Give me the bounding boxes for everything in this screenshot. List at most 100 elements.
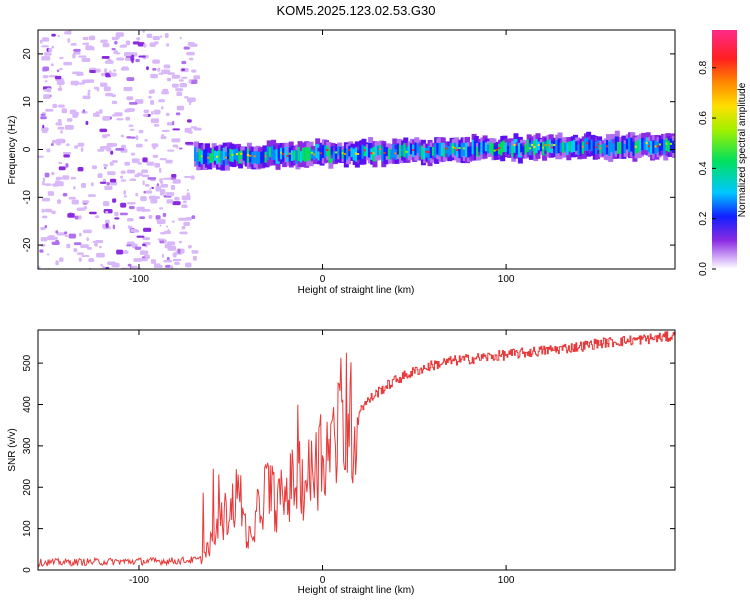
signal-core [480,142,485,155]
noise-cell [57,126,65,130]
noise-cell [77,82,86,85]
noise-cell [129,101,138,105]
noise-cell [179,83,187,88]
signal-peak [656,145,661,148]
noise-cell [126,244,132,247]
noise-cell [185,217,192,221]
noise-cell [171,138,181,143]
noise-cell [143,109,150,114]
noise-cell [39,249,44,253]
noise-cell [151,110,154,115]
noise-cell [164,33,169,38]
noise-cell [160,183,168,188]
signal-core [506,145,511,155]
noise-cell [167,245,177,251]
signal-peak [599,147,604,150]
signal-peak [264,155,269,158]
noise-cell [129,128,135,131]
signal-core [381,146,386,162]
signal-core [376,145,381,156]
noise-cell [124,161,131,166]
noise-cell [101,56,110,59]
noise-cell [58,104,65,108]
noise-cell [95,68,101,73]
noise-cell [106,147,112,152]
noise-cell [119,175,124,179]
noise-cell [153,263,161,268]
noise-cell [43,94,51,100]
noise-cell [124,52,132,57]
snr-y-tick-label: 0 [22,567,33,573]
signal-peak [200,155,205,158]
noise-cell [136,206,145,212]
signal-peak [379,148,384,151]
noise-cell [73,248,78,253]
signal-peak [405,150,410,153]
noise-cell [185,141,194,145]
noise-cell [128,205,135,210]
signal-peak [594,146,599,149]
noise-cell [127,225,133,229]
noise-cell [160,136,167,140]
noise-cell [57,87,63,91]
signal-core [271,145,276,160]
noise-cell [130,152,136,156]
noise-cell [87,194,96,197]
noise-cell [104,185,113,190]
noise-cell [139,216,146,219]
noise-cell [99,128,108,133]
noise-cell [161,253,165,258]
signal-core [557,138,562,154]
signal-peak [282,153,287,156]
noise-cell [178,240,183,244]
noise-cell [184,127,192,133]
noise-cell [91,46,95,51]
noise-cell [115,49,118,54]
noise-cell [72,112,78,118]
noise-cell [181,204,188,208]
signal-core [487,144,492,154]
signal-peak [458,147,463,150]
signal-core [619,141,624,154]
signal-core [332,151,337,161]
signal-core [416,143,421,154]
noise-cell [135,192,139,197]
noise-cell [78,55,87,58]
spectrogram-x-tick-label: 0 [320,274,326,285]
signal-core [220,151,225,165]
noise-cell [192,255,198,261]
noise-cell [120,134,124,138]
noise-cell [96,87,100,92]
signal-peak [462,147,467,150]
colorbar-ramp [712,30,737,269]
signal-core [482,140,487,154]
noise-cell [172,144,179,148]
noise-cell [59,56,64,59]
noise-cell [73,242,82,246]
noise-cell [55,230,59,234]
noise-cell [135,58,140,63]
signal-core [672,140,675,153]
noise-cell [186,51,195,56]
noise-cell [81,57,91,62]
noise-cell [166,77,172,82]
noise-cell [51,171,55,176]
noise-cell [128,124,134,127]
noise-cell [150,89,155,94]
signal-core [522,146,527,155]
signal-peak [581,145,586,148]
noise-cell [166,199,174,204]
signal-core [471,139,476,155]
noise-cell [112,224,115,230]
noise-cell [191,215,196,219]
noise-cell [38,155,44,158]
noise-cell [77,167,84,172]
noise-cell [142,243,146,247]
signal-core [266,146,271,161]
noise-cell [99,181,107,184]
signal-peak [425,150,430,153]
noise-cell [176,91,183,97]
signal-core [339,150,344,160]
